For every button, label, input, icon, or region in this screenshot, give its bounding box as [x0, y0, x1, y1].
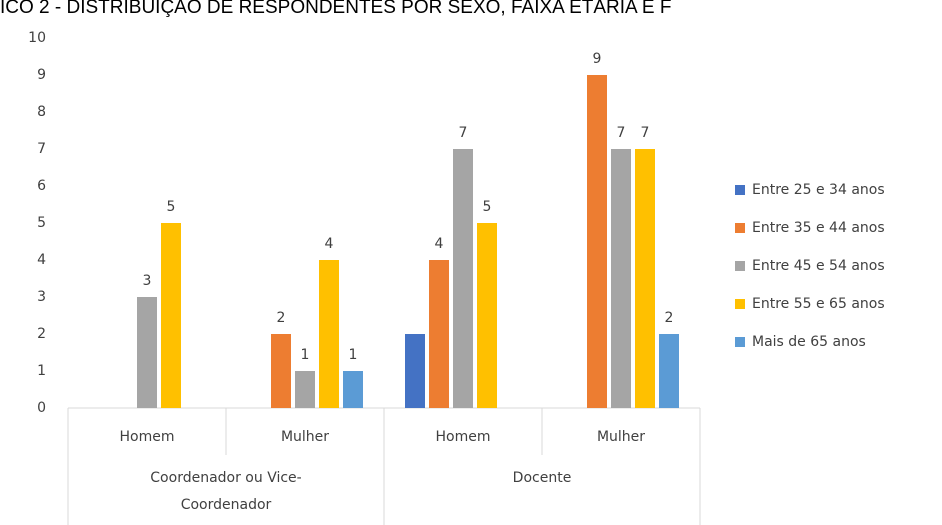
bar: [405, 334, 425, 408]
legend-swatch: [735, 261, 745, 271]
bar: [161, 223, 181, 408]
data-label: 4: [435, 236, 444, 252]
legend-swatch: [735, 223, 745, 233]
data-label: 1: [349, 347, 358, 363]
legend-label: Entre 55 e 65 anos: [752, 296, 885, 312]
y-tick-label: 10: [28, 30, 46, 46]
data-label: 9: [593, 51, 602, 67]
legend-label: Mais de 65 anos: [752, 334, 866, 350]
data-label: 4: [325, 236, 334, 252]
chart-title: ICO 2 - DISTRIBUIÇÃO DE RESPONDENTES POR…: [0, 0, 671, 18]
bar: [429, 260, 449, 408]
legend-label: Entre 25 e 34 anos: [752, 182, 885, 198]
bar: [611, 149, 631, 408]
data-label: 2: [665, 310, 674, 326]
bar: [271, 334, 291, 408]
bar: [453, 149, 473, 408]
data-label: 2: [277, 310, 286, 326]
legend-label: Entre 45 e 54 anos: [752, 258, 885, 274]
y-tick-label: 4: [37, 252, 46, 268]
group-label: Coordenador: [181, 497, 272, 513]
y-tick-label: 2: [37, 326, 46, 342]
data-label: 1: [301, 347, 310, 363]
y-tick-label: 5: [37, 215, 46, 231]
y-tick-label: 9: [37, 67, 46, 83]
x-tick-label: Mulher: [281, 429, 329, 445]
data-label: 5: [167, 199, 176, 215]
data-label: 7: [617, 125, 626, 141]
bar: [635, 149, 655, 408]
legend-label: Entre 35 e 44 anos: [752, 220, 885, 236]
bar: [319, 260, 339, 408]
legend-swatch: [735, 185, 745, 195]
data-label: 5: [483, 199, 492, 215]
y-tick-label: 1: [37, 363, 46, 379]
x-tick-label: Mulher: [597, 429, 645, 445]
y-tick-label: 3: [37, 289, 46, 305]
y-tick-label: 7: [37, 141, 46, 157]
bar: [587, 75, 607, 408]
data-label: 3: [143, 273, 152, 289]
data-label: 7: [459, 125, 468, 141]
y-tick-label: 8: [37, 104, 46, 120]
legend-swatch: [735, 337, 745, 347]
bar: [477, 223, 497, 408]
bar: [137, 297, 157, 408]
group-label: Coordenador ou Vice-: [150, 470, 301, 486]
bar: [295, 371, 315, 408]
bar: [343, 371, 363, 408]
y-tick-label: 6: [37, 178, 46, 194]
x-tick-label: Homem: [436, 429, 491, 445]
legend-swatch: [735, 299, 745, 309]
group-label: Docente: [513, 470, 572, 486]
x-tick-label: Homem: [120, 429, 175, 445]
y-tick-label: 0: [37, 400, 46, 416]
bar: [659, 334, 679, 408]
data-label: 7: [641, 125, 650, 141]
